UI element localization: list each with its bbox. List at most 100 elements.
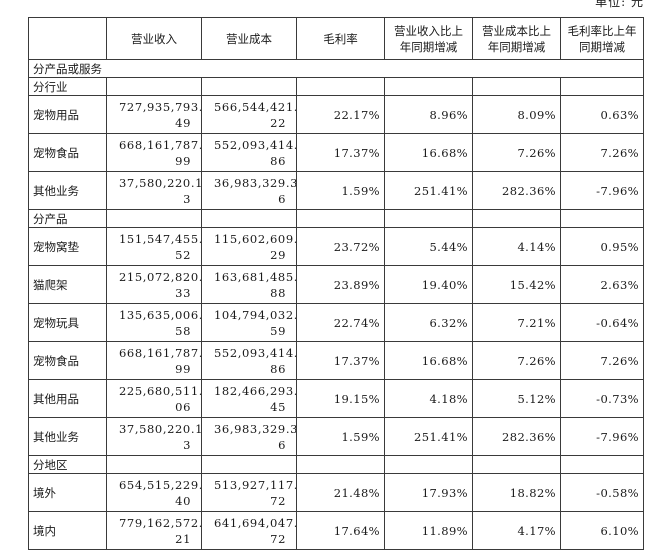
row-label: 猫爬架 — [28, 265, 107, 304]
blank-cell — [384, 455, 473, 474]
table-row: 境内 779,162,572. 21 641,694,047. 72 17.64% 11.8… — [28, 511, 644, 550]
amount-line-2: 72 — [270, 531, 286, 546]
margin-yoy-cell: 7.26% — [560, 133, 644, 172]
amount-line-1: 668,161,787. — [119, 345, 202, 360]
revenue-yoy-cell: 17.93% — [384, 473, 473, 512]
blank-cell — [384, 77, 473, 96]
amount-line-2: 59 — [270, 323, 286, 338]
amount-line-1: 654,515,229. — [119, 477, 202, 492]
margin-cell: 22.74% — [296, 303, 385, 342]
group-title: 分地区 — [28, 455, 107, 474]
blank-cell — [472, 209, 561, 228]
header-cost-yoy-line2: 年同期增减 — [487, 39, 546, 54]
header-revenue: 营业收入 — [106, 17, 202, 60]
blank-cell — [384, 209, 473, 228]
amount-line-1: 668,161,787. — [119, 137, 202, 152]
cost-yoy-cell: 7.26% — [472, 133, 561, 172]
revenue-cell: 779,162,572. 21 — [106, 511, 202, 550]
amount-line-1: 513,927,117. — [214, 477, 297, 492]
blank-cell — [472, 455, 561, 474]
revenue-cell: 215,072,820. 33 — [106, 265, 202, 304]
amount-line-1: 779,162,572. — [119, 515, 202, 530]
margin-cell: 22.17% — [296, 95, 385, 134]
revenue-yoy-cell: 251.41% — [384, 171, 473, 210]
margin-yoy-cell: 6.10% — [560, 511, 644, 550]
revenue-cell: 37,580,220.1 3 — [106, 417, 202, 456]
row-label: 其他业务 — [28, 417, 107, 456]
table-row: 宠物用品 727,935,793. 49 566,544,421. 22 22.17% 8.… — [28, 95, 644, 134]
cost-yoy-cell: 4.17% — [472, 511, 561, 550]
amount-line-2: 29 — [270, 247, 286, 262]
blank-cell — [201, 209, 297, 228]
group-title: 分行业 — [28, 77, 107, 96]
table-row: 猫爬架 215,072,820. 33 163,681,485. 88 23.89% 19.… — [28, 265, 644, 304]
cost-cell: 552,093,414. 86 — [201, 341, 297, 380]
revenue-yoy-cell: 6.32% — [384, 303, 473, 342]
blank-cell — [560, 77, 644, 96]
revenue-yoy-cell: 4.18% — [384, 379, 473, 418]
amount-line-2: 86 — [270, 361, 286, 376]
blank-cell — [472, 77, 561, 96]
blank-cell — [201, 455, 297, 474]
margin-cell: 19.15% — [296, 379, 385, 418]
header-margin-yoy-line2: 同期增减 — [579, 39, 625, 54]
table-row: 宠物食品 668,161,787. 99 552,093,414. 86 17.37% 16… — [28, 341, 644, 380]
amount-line-2: 52 — [175, 247, 191, 262]
revenue-cell: 668,161,787. 99 — [106, 133, 202, 172]
margin-yoy-cell: -7.96% — [560, 171, 644, 210]
margin-yoy-cell: 0.63% — [560, 95, 644, 134]
cost-cell: 641,694,047. 72 — [201, 511, 297, 550]
margin-yoy-cell: 2.63% — [560, 265, 644, 304]
group-header-row: 分行业 — [28, 77, 644, 96]
row-label: 宠物食品 — [28, 133, 107, 172]
table-row: 宠物窝垫 151,547,455. 52 115,602,609. 29 23.72% 5.… — [28, 227, 644, 266]
revenue-yoy-cell: 251.41% — [384, 417, 473, 456]
amount-line-2: 88 — [270, 285, 286, 300]
cost-yoy-cell: 7.26% — [472, 341, 561, 380]
header-revenue-yoy-line1: 营业收入比上 — [394, 23, 463, 38]
cost-yoy-cell: 8.09% — [472, 95, 561, 134]
header-margin: 毛利率 — [296, 17, 385, 60]
table-row: 其他用品 225,680,511. 06 182,466,293. 45 19.15% 4.… — [28, 379, 644, 418]
cost-cell: 163,681,485. 88 — [201, 265, 297, 304]
table-row: 宠物食品 668,161,787. 99 552,093,414. 86 17.37% 16… — [28, 133, 644, 172]
row-label: 境外 — [28, 473, 107, 512]
amount-line-1: 151,547,455. — [119, 231, 202, 246]
row-label: 宠物玩具 — [28, 303, 107, 342]
amount-line-1: 552,093,414. — [214, 137, 297, 152]
cost-yoy-cell: 15.42% — [472, 265, 561, 304]
amount-line-1: 727,935,793. — [119, 99, 202, 114]
amount-line-1: 36,983,329.3 — [214, 175, 297, 190]
revenue-cell: 37,580,220.1 3 — [106, 171, 202, 210]
header-cost: 营业成本 — [201, 17, 297, 60]
margin-cell: 21.48% — [296, 473, 385, 512]
cost-cell: 566,544,421. 22 — [201, 95, 297, 134]
revenue-yoy-cell: 19.40% — [384, 265, 473, 304]
amount-line-1: 215,072,820. — [119, 269, 202, 284]
row-label: 境内 — [28, 511, 107, 550]
margin-cell: 1.59% — [296, 417, 385, 456]
margin-yoy-cell: 0.95% — [560, 227, 644, 266]
cost-yoy-cell: 282.36% — [472, 417, 561, 456]
margin-cell: 1.59% — [296, 171, 385, 210]
blank-cell — [560, 455, 644, 474]
revenue-cell: 727,935,793. 49 — [106, 95, 202, 134]
blank-cell — [296, 209, 385, 228]
table-row: 境外 654,515,229. 40 513,927,117. 72 21.48% 17.9… — [28, 473, 644, 512]
blank-cell — [296, 455, 385, 474]
revenue-yoy-cell: 5.44% — [384, 227, 473, 266]
revenue-cell: 654,515,229. 40 — [106, 473, 202, 512]
blank-cell — [106, 77, 202, 96]
amount-line-2: 6 — [278, 437, 286, 452]
header-blank — [28, 17, 107, 60]
cost-cell: 104,794,032. 59 — [201, 303, 297, 342]
amount-line-2: 6 — [278, 191, 286, 206]
revenue-cell: 151,547,455. 52 — [106, 227, 202, 266]
cost-cell: 513,927,117. 72 — [201, 473, 297, 512]
revenue-breakdown-table: 营业收入 营业成本 毛利率 营业收入比上 年同期增减 营业成本比上 年同期增减 … — [28, 17, 644, 550]
revenue-yoy-cell: 16.68% — [384, 133, 473, 172]
header-revenue-yoy-line2: 年同期增减 — [399, 39, 458, 54]
amount-line-1: 37,580,220.1 — [119, 421, 202, 436]
amount-line-2: 3 — [183, 191, 191, 206]
blank-cell — [560, 209, 644, 228]
